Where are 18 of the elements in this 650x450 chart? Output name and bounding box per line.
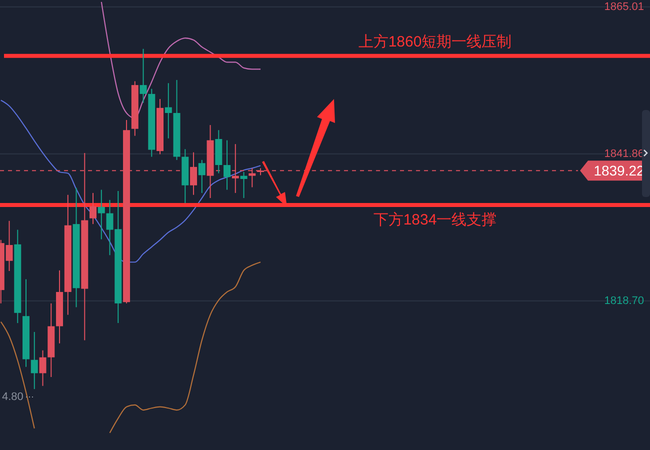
candlestick bbox=[190, 152, 198, 196]
candlestick bbox=[30, 331, 38, 390]
y-tick-label: 1818.70 bbox=[604, 294, 644, 307]
candlestick bbox=[224, 140, 231, 190]
line-series bbox=[0, 100, 262, 263]
candlestick bbox=[240, 172, 248, 199]
candlestick bbox=[98, 189, 105, 240]
ref-line-label: 1839.22 bbox=[594, 162, 645, 179]
candlestick bbox=[164, 82, 172, 139]
candlestick bbox=[39, 350, 46, 386]
candlestick bbox=[140, 48, 147, 104]
candlestick bbox=[198, 159, 206, 194]
line-series bbox=[100, 1, 262, 119]
annotation: 4.80 bbox=[2, 391, 24, 403]
ref-line-label: 上方1860短期一线压制 bbox=[358, 33, 512, 50]
candlestick bbox=[90, 192, 97, 225]
ref-line-label: 下方1834一线支撑 bbox=[373, 212, 497, 229]
y-tick-label: 1865.01 bbox=[604, 0, 644, 13]
